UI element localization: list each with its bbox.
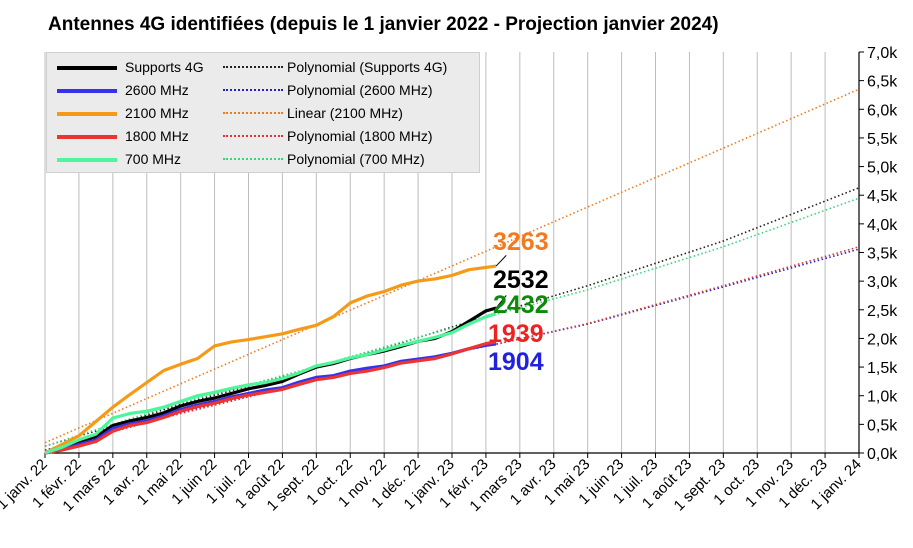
legend-label: Supports 4G (125, 59, 204, 75)
y-tick-label: 0,5k (867, 417, 898, 434)
y-tick-label: 3,5k (867, 246, 898, 263)
y-tick-label: 3,0k (867, 274, 898, 291)
legend-swatch-2100 (57, 112, 117, 116)
y-tick-label: 4,5k (867, 188, 898, 205)
legend-swatch-poly-supports (223, 66, 283, 68)
trendline-polynomial-supports-4g- (44, 187, 860, 447)
legend-label: Polynomial (1800 MHz) (287, 128, 433, 144)
y-tick-label: 4,0k (867, 217, 898, 234)
legend-label: 1800 MHz (125, 128, 189, 144)
y-tick-label: 6,5k (867, 74, 898, 91)
legend-swatch-poly-1800 (223, 135, 283, 137)
trendline-polynomial-700-mhz- (44, 197, 860, 447)
legend-swatch-linear-2100 (223, 112, 283, 114)
y-tick-label: 7,0k (867, 45, 898, 62)
end-value-label: 1939 (488, 320, 544, 348)
y-tick-label: 2,0k (867, 331, 898, 348)
series-line-1800-mhz (44, 340, 497, 455)
y-tick-label: 5,5k (867, 131, 898, 148)
legend-swatch-1800 (57, 135, 117, 139)
end-value-label: 2532 (493, 266, 549, 294)
y-tick-label: 1,5k (867, 360, 898, 377)
legend-swatch-700 (57, 158, 117, 162)
series-line-2100-mhz (44, 264, 497, 455)
series-line-2600-mhz (44, 342, 497, 455)
leader-line (495, 255, 507, 267)
y-tick-label: 5,0k (867, 160, 898, 177)
y-tick-label: 6,0k (867, 102, 898, 119)
end-value-label: 3263 (493, 228, 549, 256)
legend-label: 2600 MHz (125, 82, 189, 98)
legend-swatch-poly-2600 (223, 89, 283, 91)
legend-swatch-supports-4g (57, 66, 117, 70)
series-line-700-mhz (44, 312, 497, 455)
leader-line (495, 295, 507, 309)
y-tick-label: 0,0k (867, 446, 898, 463)
end-value-label: 2432 (493, 291, 549, 319)
y-tick-label: 2,5k (867, 303, 898, 320)
legend-label: 700 MHz (125, 151, 182, 167)
legend-swatch-poly-700 (223, 158, 283, 160)
chart-title: Antennes 4G identifiées (depuis le 1 jan… (48, 14, 719, 35)
legend-label: 2100 MHz (125, 105, 189, 121)
chart-legend: Supports 4G 2600 MHz 2100 MHz 1800 MHz 7… (46, 52, 480, 173)
legend-label: Polynomial (2600 MHz) (287, 82, 433, 98)
y-tick-label: 1,0k (867, 389, 898, 406)
legend-swatch-2600 (57, 89, 117, 93)
end-value-label: 1904 (488, 348, 544, 376)
legend-label: Linear (2100 MHz) (287, 105, 403, 121)
legend-label: Polynomial (Supports 4G) (287, 59, 448, 75)
legend-label: Polynomial (700 MHz) (287, 151, 425, 167)
